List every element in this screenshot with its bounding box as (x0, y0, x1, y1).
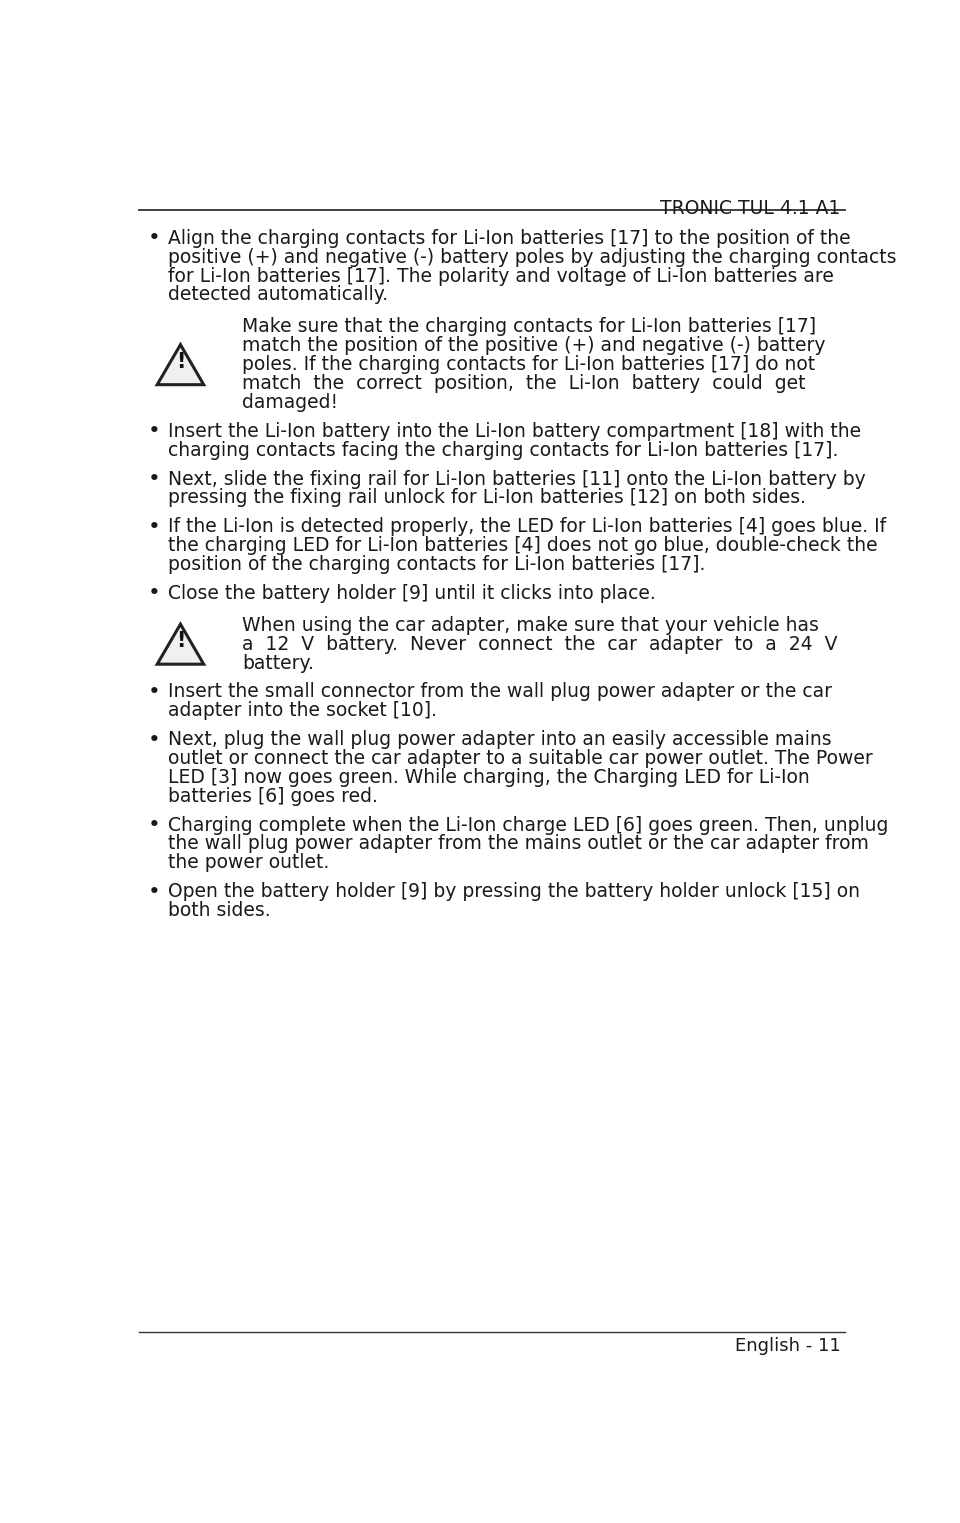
Text: the wall plug power adapter from the mains outlet or the car adapter from: the wall plug power adapter from the mai… (168, 835, 869, 853)
Text: battery.: battery. (243, 653, 314, 673)
Text: •: • (148, 228, 160, 248)
Text: Close the battery holder [9] until it clicks into place.: Close the battery holder [9] until it cl… (168, 583, 656, 603)
Text: •: • (148, 516, 160, 536)
Polygon shape (157, 624, 204, 664)
Text: positive (+) and negative (-) battery poles by adjusting the charging contacts: positive (+) and negative (-) battery po… (168, 248, 897, 267)
Text: match  the  correct  position,  the  Li-Ion  battery  could  get: match the correct position, the Li-Ion b… (243, 375, 806, 393)
Text: •: • (148, 682, 160, 702)
Text: damaged!: damaged! (243, 393, 339, 411)
Text: When using the car adapter, make sure that your vehicle has: When using the car adapter, make sure th… (243, 615, 819, 635)
Text: Charging complete when the Li-Ion charge LED [6] goes green. Then, unplug: Charging complete when the Li-Ion charge… (168, 816, 888, 835)
Text: Make sure that the charging contacts for Li-Ion batteries [17]: Make sure that the charging contacts for… (243, 317, 817, 337)
Text: poles. If the charging contacts for Li-Ion batteries [17] do not: poles. If the charging contacts for Li-I… (243, 355, 816, 375)
Text: •: • (148, 422, 160, 442)
Text: adapter into the socket [10].: adapter into the socket [10]. (168, 701, 437, 720)
Text: •: • (148, 882, 160, 902)
Text: Insert the Li-Ion battery into the Li-Ion battery compartment [18] with the: Insert the Li-Ion battery into the Li-Io… (168, 422, 861, 440)
Text: batteries [6] goes red.: batteries [6] goes red. (168, 787, 378, 806)
Text: •: • (148, 469, 160, 489)
Text: English - 11: English - 11 (735, 1337, 841, 1355)
Text: pressing the fixing rail unlock for Li-Ion batteries [12] on both sides.: pressing the fixing rail unlock for Li-I… (168, 489, 806, 507)
Text: Next, slide the fixing rail for Li-Ion batteries [11] onto the Li-Ion battery by: Next, slide the fixing rail for Li-Ion b… (168, 469, 866, 489)
Text: TRONIC TUL 4.1 A1: TRONIC TUL 4.1 A1 (660, 200, 841, 218)
Text: position of the charging contacts for Li-Ion batteries [17].: position of the charging contacts for Li… (168, 554, 706, 574)
Text: Next, plug the wall plug power adapter into an easily accessible mains: Next, plug the wall plug power adapter i… (168, 730, 831, 749)
Text: charging contacts facing the charging contacts for Li-Ion batteries [17].: charging contacts facing the charging co… (168, 440, 838, 460)
Text: detected automatically.: detected automatically. (168, 285, 388, 305)
Text: If the Li-Ion is detected properly, the LED for Li-Ion batteries [4] goes blue. : If the Li-Ion is detected properly, the … (168, 518, 886, 536)
Text: the charging LED for Li-Ion batteries [4] does not go blue, double-check the: the charging LED for Li-Ion batteries [4… (168, 536, 877, 554)
Text: the power outlet.: the power outlet. (168, 853, 329, 873)
Text: !: ! (176, 632, 185, 652)
Text: outlet or connect the car adapter to a suitable car power outlet. The Power: outlet or connect the car adapter to a s… (168, 749, 873, 768)
Text: LED [3] now goes green. While charging, the Charging LED for Li-Ion: LED [3] now goes green. While charging, … (168, 768, 810, 787)
Text: Align the charging contacts for Li-Ion batteries [17] to the position of the: Align the charging contacts for Li-Ion b… (168, 228, 851, 248)
Text: for Li-Ion batteries [17]. The polarity and voltage of Li-Ion batteries are: for Li-Ion batteries [17]. The polarity … (168, 267, 834, 286)
Text: •: • (148, 583, 160, 603)
Text: •: • (148, 815, 160, 835)
Polygon shape (157, 344, 204, 385)
Text: !: ! (176, 352, 185, 372)
Text: match the position of the positive (+) and negative (-) battery: match the position of the positive (+) a… (243, 337, 826, 355)
Text: both sides.: both sides. (168, 902, 271, 920)
Text: Insert the small connector from the wall plug power adapter or the car: Insert the small connector from the wall… (168, 682, 832, 702)
Text: Open the battery holder [9] by pressing the battery holder unlock [15] on: Open the battery holder [9] by pressing … (168, 882, 860, 902)
Text: a  12  V  battery.  Never  connect  the  car  adapter  to  a  24  V: a 12 V battery. Never connect the car ad… (243, 635, 838, 653)
Text: •: • (148, 730, 160, 749)
